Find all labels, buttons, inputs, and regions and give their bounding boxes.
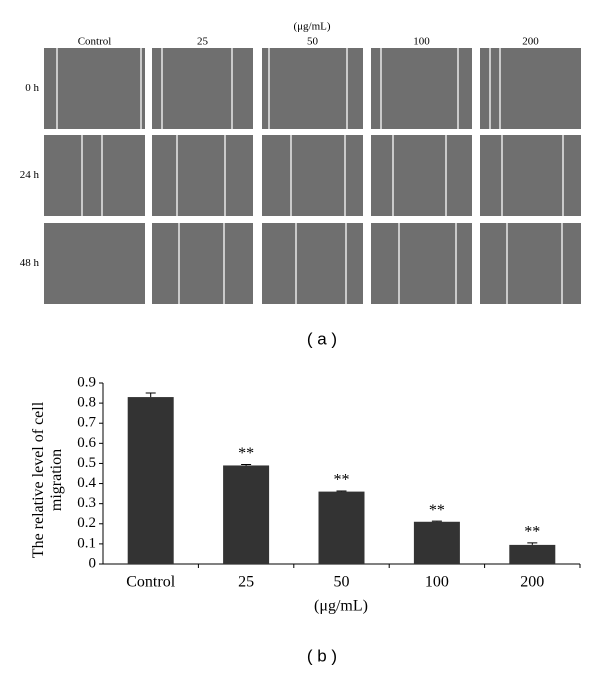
y-tick-label: 0.9 [77, 374, 96, 390]
y-tick-label: 0.1 [77, 535, 96, 551]
y-tick-label: 0.8 [77, 395, 96, 411]
x-tick-label: 100 [425, 574, 449, 591]
micrograph [262, 48, 363, 129]
bar [223, 465, 270, 564]
micrograph [152, 223, 253, 304]
significance-label: ** [238, 445, 254, 462]
micrograph [262, 135, 363, 216]
micrograph [44, 135, 145, 216]
micrograph [371, 48, 472, 129]
row-label: 0 h [25, 82, 39, 94]
micrograph [480, 48, 581, 129]
y-axis-label: The relative level of cell migration [30, 401, 65, 559]
micrograph [480, 135, 581, 216]
y-tick-label: 0.2 [77, 515, 96, 531]
column-label: 50 [307, 36, 319, 48]
micrograph [152, 135, 253, 216]
significance-label: ** [334, 472, 350, 489]
x-tick-label: 200 [520, 574, 544, 591]
x-tick-label: Control [126, 574, 175, 591]
error-bar [241, 463, 252, 466]
micrograph [371, 135, 472, 216]
error-bar [431, 520, 442, 522]
column-label: Control [78, 36, 112, 48]
micrograph [480, 223, 581, 304]
column-label: 100 [413, 36, 430, 48]
row-label: 24 h [20, 169, 40, 181]
x-axis-label: (μg/mL) [314, 598, 368, 615]
bar [413, 521, 460, 564]
x-tick-label: 50 [334, 574, 350, 591]
row-label: 48 h [20, 257, 40, 269]
micrograph [371, 223, 472, 304]
y-tick-label: 0.3 [77, 495, 96, 511]
micrograph [152, 48, 253, 129]
y-tick-label: 0.5 [77, 455, 96, 471]
y-tick-label: 0.7 [77, 415, 96, 431]
column-label: 25 [197, 36, 209, 48]
significance-label: ** [524, 524, 540, 541]
bar [127, 397, 174, 564]
y-tick-label: 0 [89, 555, 97, 571]
micrograph [262, 223, 363, 304]
caption: ( a ) [307, 329, 337, 348]
unit-label: (μg/mL) [293, 21, 330, 33]
micrograph [44, 48, 145, 129]
caption: ( b ) [307, 646, 337, 665]
x-tick-label: 25 [238, 574, 254, 591]
significance-label: ** [429, 502, 445, 519]
y-tick-label: 0.6 [77, 435, 96, 451]
error-bar [336, 490, 347, 492]
bar [318, 491, 365, 564]
error-bar [527, 542, 538, 545]
bar [509, 544, 556, 564]
column-label: 200 [522, 36, 539, 48]
micrograph [44, 223, 145, 304]
error-bar [145, 392, 156, 398]
y-tick-label: 0.4 [77, 475, 96, 491]
